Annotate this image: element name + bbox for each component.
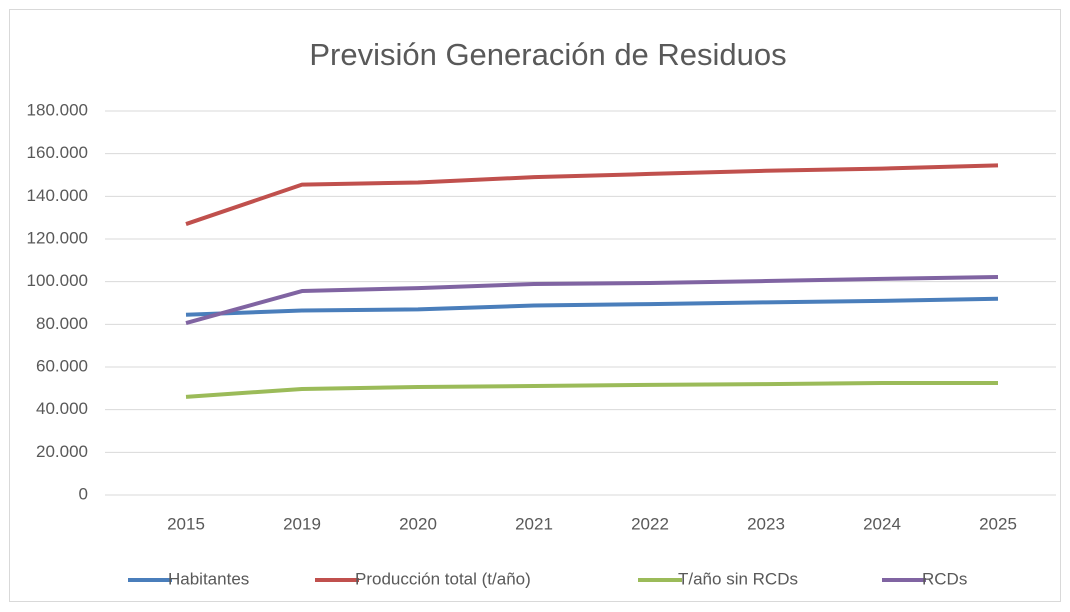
y-tick-label: 140.000 <box>27 186 88 205</box>
x-tick-label: 2020 <box>399 514 437 533</box>
legend-label: Habitantes <box>168 569 249 588</box>
y-tick-label: 180.000 <box>27 100 88 119</box>
legend-label: T/año sin RCDs <box>678 569 798 588</box>
x-tick-label: 2022 <box>631 514 669 533</box>
x-tick-label: 2019 <box>283 514 321 533</box>
legend-label: Producción total (t/año) <box>355 569 531 588</box>
chart-title: Previsión Generación de Residuos <box>309 37 786 72</box>
x-tick-label: 2015 <box>167 514 205 533</box>
series-line <box>185 163 999 226</box>
series-line <box>185 381 998 399</box>
y-tick-label: 40.000 <box>36 399 88 418</box>
y-tick-label: 60.000 <box>36 356 88 375</box>
x-tick-label: 2021 <box>515 514 553 533</box>
x-tick-label: 2025 <box>979 514 1017 533</box>
y-tick-label: 0 <box>79 484 88 503</box>
y-tick-label: 20.000 <box>36 442 88 461</box>
y-tick-label: 120.000 <box>27 228 88 247</box>
x-tick-label: 2023 <box>747 514 785 533</box>
y-tick-label: 160.000 <box>27 143 88 162</box>
y-tick-label: 80.000 <box>36 314 88 333</box>
y-tick-label: 100.000 <box>27 271 88 290</box>
x-tick-label: 2024 <box>863 514 901 533</box>
legend-label: RCDs <box>922 569 967 588</box>
series-line <box>185 274 999 325</box>
series-line <box>185 296 999 317</box>
